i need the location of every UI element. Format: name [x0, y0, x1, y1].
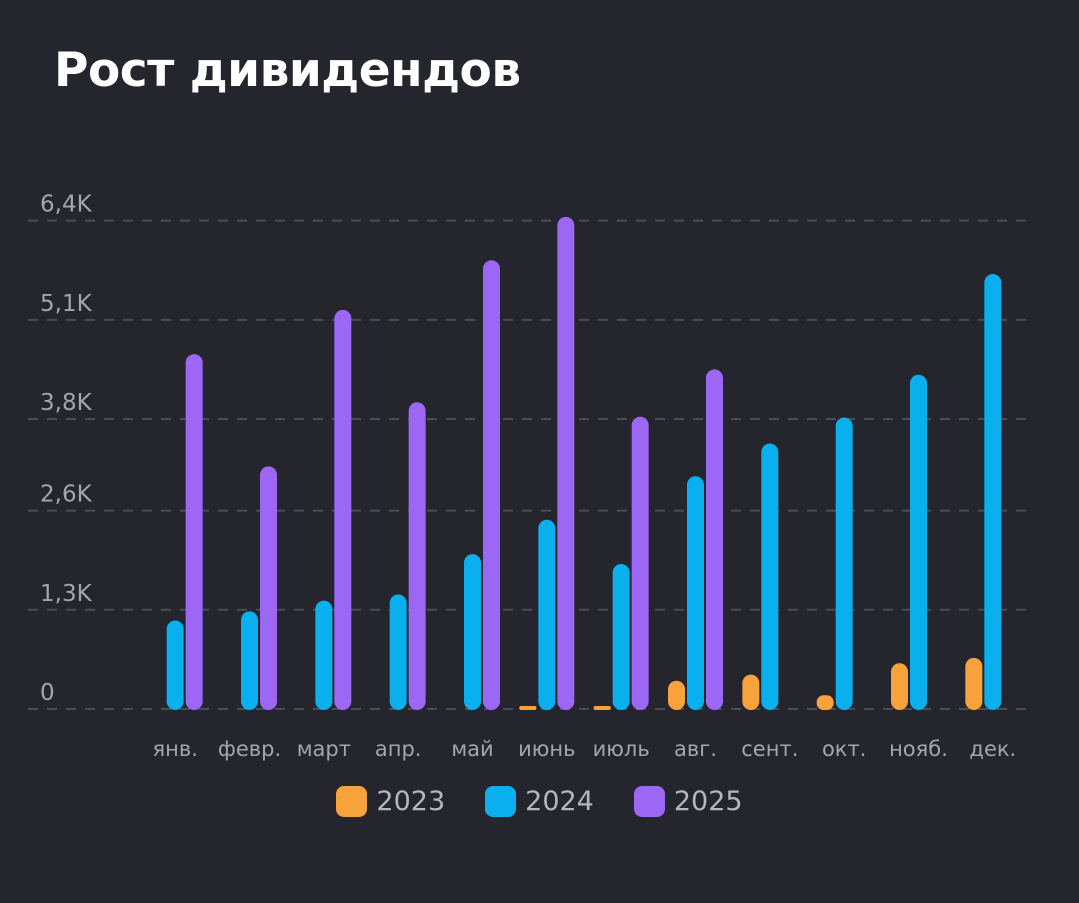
bar-2024-май[interactable]	[464, 554, 481, 710]
bar-2023-авг[interactable]	[668, 680, 685, 710]
bar-2024-дек[interactable]	[984, 274, 1002, 710]
bar-2023-июль[interactable]	[593, 706, 611, 710]
x-tick-label: окт.	[822, 737, 866, 761]
x-tick-label: июль	[593, 737, 650, 761]
y-tick-label: 0	[40, 680, 55, 706]
bar-2024-апр[interactable]	[389, 594, 407, 710]
bar-2024-янв[interactable]	[166, 620, 184, 710]
bar-2024-июль[interactable]	[612, 564, 630, 710]
legend-swatch	[336, 786, 368, 817]
chart-legend: 2023 2024 2025	[0, 786, 1079, 817]
legend-swatch	[633, 786, 665, 817]
bars	[166, 216, 1002, 711]
y-axis-ticks: 0 1,3K 2,6K 3,8K 5,1K 6,4K	[40, 192, 93, 706]
bar-2025-апр[interactable]	[408, 402, 426, 710]
bar-2024-февр[interactable]	[241, 611, 258, 710]
bar-2024-март[interactable]	[315, 600, 333, 710]
bar-2024-окт[interactable]	[835, 417, 853, 710]
x-tick-label: нояб.	[889, 737, 948, 761]
x-tick-label: июнь	[518, 737, 575, 761]
bar-2024-июнь[interactable]	[538, 519, 556, 710]
bar-2024-нояб[interactable]	[910, 374, 927, 710]
legend-label: 2023	[376, 786, 446, 817]
legend-swatch	[485, 786, 517, 817]
bar-2025-март[interactable]	[334, 309, 352, 710]
y-tick-label: 2,6K	[40, 482, 93, 508]
bar-2023-дек[interactable]	[965, 657, 983, 710]
bar-2025-авг[interactable]	[706, 369, 723, 710]
x-tick-label: авг.	[674, 737, 717, 761]
y-tick-label: 6,4K	[40, 192, 93, 218]
x-tick-label: март	[297, 737, 351, 761]
bar-2023-окт[interactable]	[816, 695, 834, 710]
bar-2024-авг[interactable]	[687, 476, 704, 710]
bar-2025-июнь[interactable]	[557, 216, 575, 711]
legend-label: 2025	[673, 786, 743, 817]
bar-2024-сент[interactable]	[761, 443, 779, 710]
x-tick-label: сент.	[741, 737, 798, 761]
x-tick-label: февр.	[218, 737, 281, 761]
bar-2025-июль[interactable]	[631, 416, 649, 710]
legend-item-2023[interactable]: 2023	[336, 786, 445, 817]
legend-label: 2024	[525, 786, 594, 817]
x-axis-ticks: янв. февр. март апр. май июнь июль авг. сент. окт…	[152, 737, 1016, 761]
x-tick-label: май	[451, 737, 493, 761]
bar-2025-февр[interactable]	[260, 466, 277, 710]
legend-item-2024[interactable]: 2024	[485, 786, 594, 817]
y-tick-label: 1,3K	[40, 581, 93, 607]
x-tick-label: апр.	[375, 737, 422, 761]
y-tick-label: 5,1K	[40, 291, 93, 317]
bar-2025-янв[interactable]	[185, 354, 203, 710]
x-tick-label: янв.	[152, 737, 197, 761]
x-tick-label: дек.	[969, 737, 1016, 761]
chart-title: Рост дивидендов	[54, 43, 521, 98]
bar-2025-май[interactable]	[483, 260, 500, 710]
bar-2023-июнь[interactable]	[519, 706, 537, 710]
legend-item-2025[interactable]: 2025	[633, 786, 743, 817]
bar-2023-сент[interactable]	[742, 674, 760, 710]
bar-2023-нояб[interactable]	[891, 663, 908, 710]
bar-chart: 0 1,3K 2,6K 3,8K 5,1K 6,4K янв. февр. март апр. м…	[28, 192, 1030, 761]
y-tick-label: 3,8K	[40, 390, 93, 416]
